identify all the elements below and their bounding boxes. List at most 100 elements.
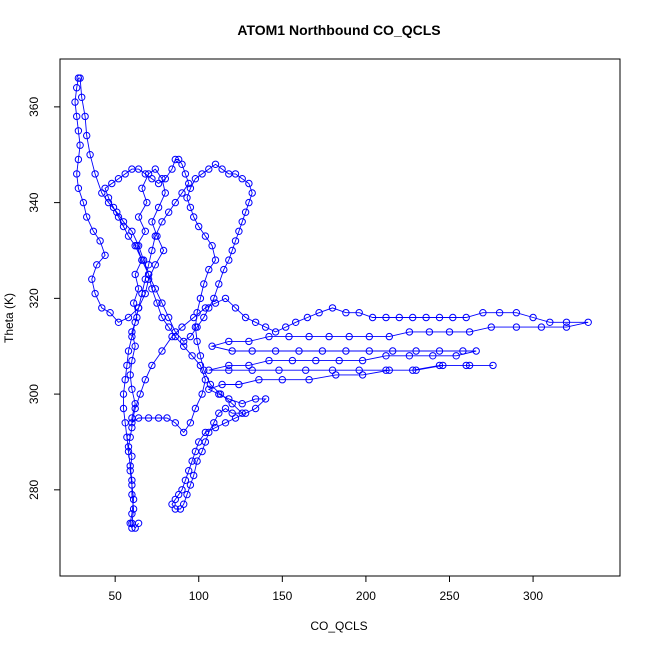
data-point: [83, 131, 91, 140]
data-point: [151, 232, 160, 240]
data-point: [123, 433, 131, 441]
data-point: [143, 198, 151, 207]
data-point: [74, 155, 83, 164]
data-point: [191, 404, 200, 413]
data-point: [235, 380, 243, 389]
data-point: [248, 366, 256, 374]
data-point: [175, 490, 183, 499]
data-point: [241, 313, 250, 322]
data-point: [76, 74, 84, 82]
data-point: [148, 175, 156, 183]
data-point: [221, 419, 230, 427]
data-point: [228, 347, 236, 355]
data-point: [358, 371, 367, 379]
data-point: [216, 390, 225, 398]
data-point: [131, 318, 139, 326]
data-point: [185, 467, 193, 475]
data-point: [238, 175, 246, 183]
data-point: [529, 313, 537, 322]
data-point: [198, 170, 206, 178]
data-point: [193, 323, 201, 331]
data-point: [241, 409, 250, 417]
data-point: [422, 313, 430, 322]
x-axis: 50 100 150 200 250 300: [108, 576, 543, 603]
data-point: [141, 289, 150, 298]
data-point: [114, 175, 123, 183]
chart-title: ATOM1 Northbound CO_QCLS: [237, 22, 440, 38]
data-point: [161, 175, 170, 183]
data-point: [186, 332, 195, 341]
data-point: [128, 524, 136, 532]
data-point: [208, 342, 216, 350]
data-point: [462, 361, 470, 370]
data-point: [235, 227, 243, 236]
data-point: [168, 165, 176, 173]
data-point: [154, 414, 163, 422]
data-point: [512, 309, 521, 317]
data-point: [91, 170, 99, 178]
data-point: [459, 347, 467, 355]
data-point: [126, 371, 134, 379]
data-point: [452, 352, 460, 360]
data-point: [325, 332, 333, 341]
data-point: [282, 323, 290, 331]
data-point: [151, 285, 160, 293]
x-axis-title: CO_QCLS: [310, 619, 367, 633]
data-point: [429, 352, 437, 360]
data-point: [196, 294, 205, 303]
data-point: [121, 376, 129, 384]
data-point: [165, 208, 173, 216]
data-point: [188, 352, 196, 360]
data-point: [154, 179, 163, 188]
data-point: [101, 184, 109, 193]
data-point: [231, 170, 240, 178]
data-point: [365, 347, 373, 355]
data-point: [73, 84, 81, 92]
data-point: [131, 342, 139, 350]
data-point: [201, 428, 210, 437]
data-point: [215, 409, 223, 417]
data-point: [163, 414, 171, 422]
data-point: [144, 261, 153, 269]
data-point: [124, 313, 133, 322]
data-point: [128, 227, 136, 236]
data-point: [205, 428, 213, 437]
data-point: [512, 323, 521, 331]
data-point: [171, 328, 180, 336]
data-point: [200, 366, 208, 374]
data-point: [211, 423, 220, 432]
data-point: [205, 304, 213, 312]
data-point: [180, 342, 188, 350]
data-point: [109, 203, 118, 212]
data-point: [124, 443, 133, 451]
data-point: [201, 232, 210, 240]
data-point: [71, 98, 79, 106]
data-point: [409, 313, 417, 322]
data-point: [119, 218, 128, 226]
data-point: [342, 309, 350, 317]
data-point: [128, 385, 136, 393]
data-point: [148, 246, 156, 255]
data-point: [129, 299, 138, 307]
data-point: [221, 404, 230, 413]
data-point: [79, 198, 88, 207]
data-point: [131, 400, 139, 408]
data-point: [183, 490, 191, 499]
data-point: [479, 309, 487, 317]
data-point: [126, 462, 134, 470]
data-point: [134, 519, 143, 527]
data-point: [104, 194, 113, 202]
data-point: [251, 404, 260, 413]
data-point: [158, 218, 166, 226]
data-point: [201, 438, 210, 446]
data-point: [537, 323, 546, 331]
data-point: [218, 165, 226, 173]
data-point: [385, 366, 393, 374]
data-point: [285, 332, 293, 341]
data-point: [124, 347, 133, 355]
data-point: [104, 198, 113, 207]
data-point: [465, 361, 474, 370]
data-point: [165, 323, 173, 331]
data-point: [83, 213, 91, 221]
x-tick-label: 250: [439, 589, 459, 603]
